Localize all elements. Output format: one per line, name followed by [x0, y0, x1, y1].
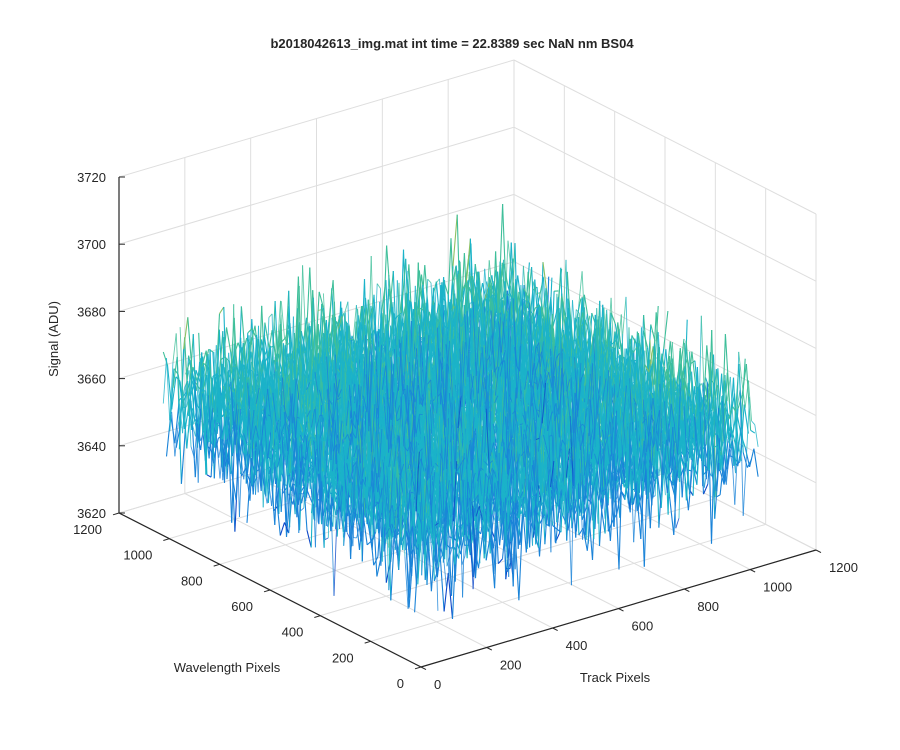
surface-segment [283, 290, 290, 374]
surface-segment [643, 314, 649, 372]
surface-segment [180, 426, 187, 484]
surface-segment [503, 263, 509, 287]
surface-segment [468, 271, 475, 299]
grid-line [370, 523, 766, 642]
surface-segment [251, 328, 257, 339]
surface-segment [304, 323, 310, 368]
grid-line [118, 126, 515, 245]
surface-segment [306, 530, 312, 548]
surface-segment [243, 453, 249, 476]
surface-segment [276, 428, 282, 512]
surface-segment [263, 416, 269, 503]
grid-line [513, 59, 817, 215]
surface-segment [208, 348, 214, 353]
surface-segment [226, 403, 233, 523]
surface-segment [339, 432, 346, 514]
surface-segment [214, 418, 220, 445]
surface-segment [184, 337, 190, 417]
surface-segment [304, 446, 310, 500]
surface-segment [267, 330, 273, 357]
surface-segment [225, 327, 232, 353]
surface-segment [247, 328, 253, 334]
surface-segment [206, 474, 212, 478]
surface-segment [328, 280, 334, 322]
surface-segment [172, 356, 178, 388]
surface-segment [183, 317, 189, 350]
surface-segment [583, 369, 589, 386]
grid-line [118, 59, 515, 178]
surface-segment [219, 306, 225, 314]
surface-segment [446, 238, 452, 330]
surface-segment [264, 322, 270, 348]
surface-segment [354, 508, 361, 550]
surface-segment [230, 433, 236, 532]
surface-segment [231, 473, 237, 501]
surface-segment [361, 308, 368, 340]
surface-segment [171, 376, 177, 410]
surface-segment [484, 282, 490, 299]
surface-segment [185, 360, 191, 375]
surface-segment [465, 238, 471, 284]
grid-line [513, 126, 817, 282]
surface-segment [381, 280, 387, 312]
surface-segment [301, 351, 307, 354]
surface-segment [631, 335, 637, 345]
surface-segment [386, 304, 392, 336]
surface-segment [497, 262, 503, 315]
surface-segment [283, 522, 290, 534]
surface-segment [169, 368, 175, 432]
surface-segment [240, 379, 247, 424]
surface-segment [279, 522, 286, 536]
surface-segment [568, 300, 574, 346]
surface-segment [468, 275, 473, 281]
surface-segment [251, 478, 257, 487]
surface-segment [222, 403, 228, 472]
surface-segment [247, 411, 253, 487]
surface-segment [201, 350, 207, 367]
surface-segment [195, 428, 202, 451]
surface-segment [663, 310, 669, 349]
surface-segment [452, 214, 458, 267]
surface-segment [246, 337, 253, 364]
surface-segment [386, 245, 392, 304]
surface-segment [246, 458, 252, 523]
grid-line [513, 193, 817, 349]
surface-segment [534, 304, 540, 309]
surface-segment [275, 492, 281, 536]
grid-line [118, 193, 515, 312]
surface-segment [481, 282, 488, 303]
surface-segment [419, 307, 425, 311]
surface-segment [288, 493, 294, 505]
grid-line [118, 261, 515, 380]
surface-segment [318, 291, 324, 308]
surface-segment [178, 349, 185, 450]
signal-surface [162, 203, 759, 619]
